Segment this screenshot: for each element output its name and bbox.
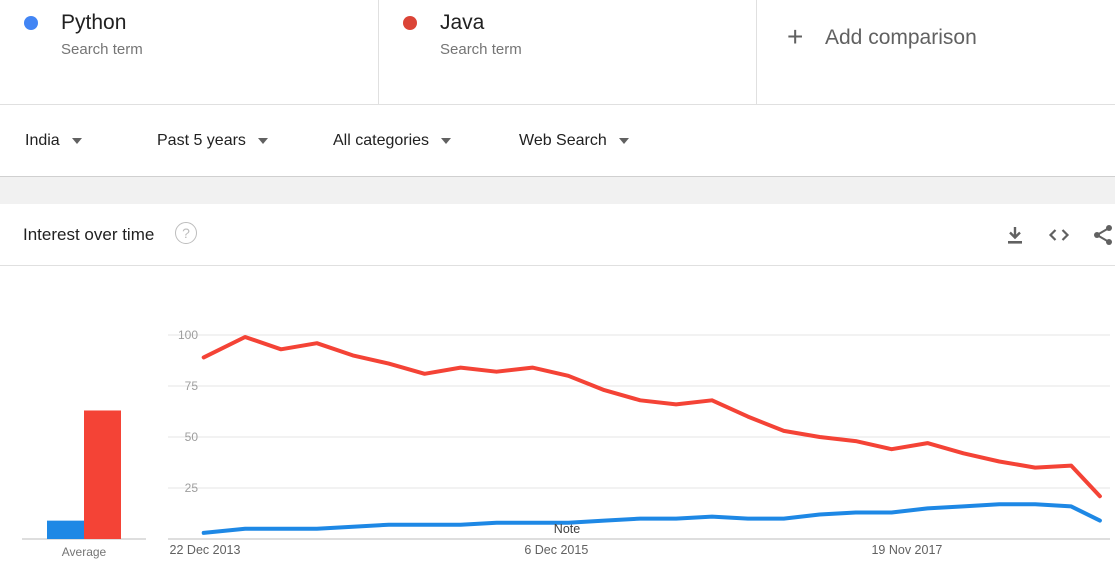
category-value: All categories [333, 132, 430, 149]
series-line-python [201, 502, 1102, 535]
y-tick-label: 25 [185, 481, 199, 495]
chevron-down-icon [618, 138, 629, 144]
region-value: India [25, 132, 60, 149]
add-comparison-button[interactable]: + Add comparison [756, 0, 1115, 104]
card-title: Interest over time [23, 225, 155, 244]
chevron-down-icon [441, 138, 452, 144]
help-icon[interactable]: ? [175, 222, 197, 244]
interest-over-time-card: Interest over time ? 25 50 75 100 22 Dec 20… [0, 204, 1115, 565]
category-dropdown[interactable]: All categories [333, 132, 452, 150]
time-range-value: Past 5 years [157, 132, 246, 149]
chevron-down-icon [71, 138, 82, 144]
term-type: Search term [440, 41, 522, 58]
term-name: Java [440, 11, 485, 34]
embed-icon[interactable] [1047, 223, 1071, 247]
java-color-dot [403, 16, 417, 30]
x-tick-label: 22 Dec 2013 [170, 543, 241, 557]
average-label: Average [62, 545, 107, 559]
search-term-python[interactable]: Python Search term [0, 0, 378, 104]
filter-bar: India Past 5 years All categories Web Se… [0, 104, 1115, 177]
region-dropdown[interactable]: India [25, 132, 82, 150]
add-comparison-label: Add comparison [825, 26, 977, 49]
term-name: Python [61, 11, 127, 34]
card-header: Interest over time ? [0, 204, 1115, 266]
average-bar-java [84, 410, 121, 539]
search-type-value: Web Search [519, 132, 607, 149]
y-tick-label: 100 [178, 328, 198, 342]
comparison-bar: Python Search term Java Search term + Ad… [0, 0, 1115, 104]
x-tick-label: 6 Dec 2015 [524, 543, 588, 557]
python-color-dot [24, 16, 38, 30]
plus-icon: + [787, 21, 804, 52]
average-bar-python [47, 520, 84, 539]
interest-chart: 25 50 75 100 22 Dec 2013 6 Dec 2015 19 Nov 20… [22, 328, 1110, 559]
series-line-java [201, 335, 1102, 499]
x-tick-label: 19 Nov 2017 [871, 543, 942, 557]
y-tick-label: 75 [185, 379, 199, 393]
note-annotation: Note [554, 522, 580, 536]
y-tick-label: 50 [185, 430, 199, 444]
search-type-dropdown[interactable]: Web Search [519, 132, 629, 150]
search-term-java[interactable]: Java Search term [378, 0, 756, 104]
download-icon[interactable] [1003, 223, 1027, 247]
section-divider [0, 177, 1115, 204]
share-icon[interactable] [1091, 223, 1115, 247]
term-type: Search term [61, 41, 143, 58]
time-range-dropdown[interactable]: Past 5 years [157, 132, 268, 150]
chevron-down-icon [257, 138, 268, 144]
